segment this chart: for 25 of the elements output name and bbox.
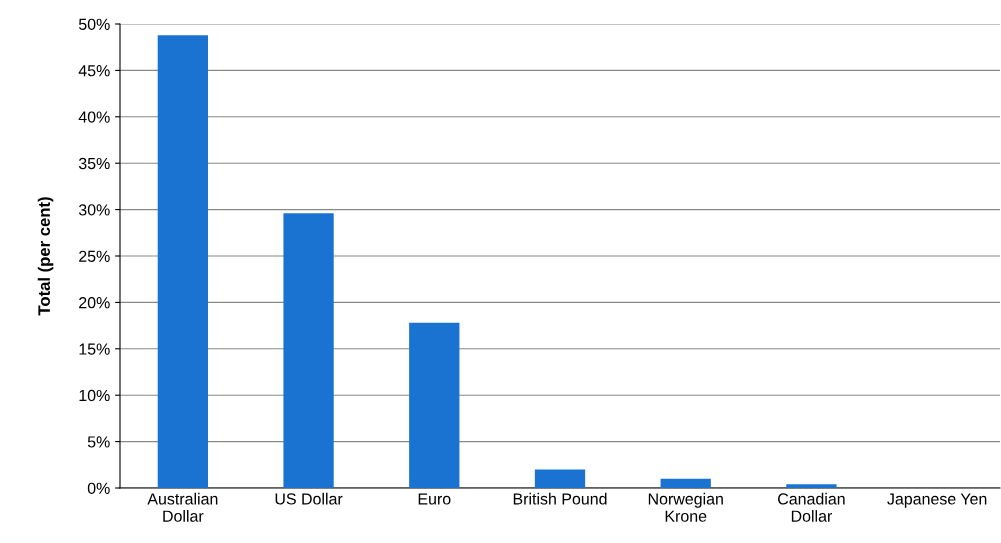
y-tick-label: 15%	[79, 343, 110, 355]
y-tick-label: 10%	[79, 389, 110, 402]
x-tick-label: British Pound	[513, 492, 607, 505]
y-tick-label: 40%	[78, 111, 110, 123]
y-tick-label: 30%	[78, 204, 110, 216]
bar	[786, 484, 837, 488]
bar	[534, 469, 586, 488]
x-tick-label: Japanese Yen	[887, 493, 987, 508]
y-tick-label: 25%	[79, 250, 110, 262]
y-tick-label: 20%	[79, 297, 110, 309]
x-tick-label: Australian Dollar	[147, 492, 218, 522]
y-tick-label: 45%	[78, 65, 110, 77]
x-tick-label: US Dollar	[275, 492, 343, 505]
x-tick-label: Norwegian Krone	[648, 492, 723, 522]
x-tick-label: Euro	[418, 493, 451, 505]
y-tick-label: 35%	[78, 157, 110, 170]
bar	[157, 35, 208, 488]
x-tick-label: Canadian Dollar	[778, 492, 845, 522]
bar	[409, 322, 460, 488]
y-tick-label: 5%	[87, 436, 110, 448]
bar	[660, 478, 711, 488]
bar	[283, 213, 334, 488]
y-tick-label: 50%	[78, 18, 110, 30]
y-tick-label: 0%	[87, 482, 110, 494]
y-axis-title: Total (per cent)	[37, 197, 54, 316]
